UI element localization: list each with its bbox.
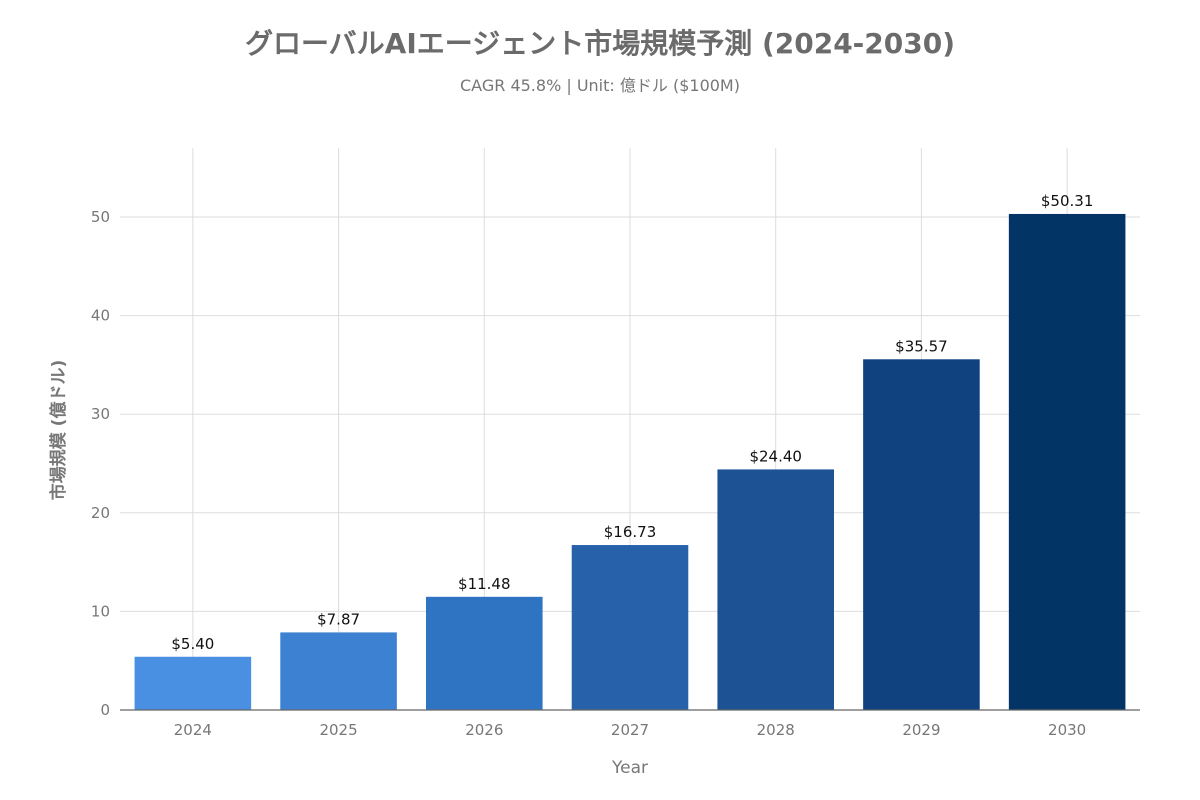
- bar: [1008, 213, 1126, 710]
- y-tick-label: 0: [100, 701, 110, 719]
- x-tick-label: 2025: [319, 721, 357, 739]
- bar: [134, 656, 252, 710]
- bar: [863, 359, 980, 710]
- data-label: $35.57: [895, 337, 948, 355]
- y-tick-label: 10: [91, 602, 110, 620]
- data-label: $50.31: [1041, 192, 1094, 210]
- bars: [134, 213, 1126, 710]
- data-label: $5.40: [171, 635, 214, 653]
- y-tick-label: 40: [91, 307, 110, 325]
- data-label: $7.87: [317, 610, 360, 628]
- y-tick-label: 20: [91, 504, 110, 522]
- x-tick-label: 2024: [174, 721, 212, 739]
- bar: [426, 596, 543, 710]
- y-tick-label: 30: [91, 405, 110, 423]
- x-tick-label: 2027: [611, 721, 649, 739]
- x-tick-label: 2029: [902, 721, 940, 739]
- data-labels: $5.40 $7.87 $11.48 $16.73 $24.40 $35.57 $50.31: [171, 192, 1093, 653]
- x-tick-label: 2028: [757, 721, 795, 739]
- bar: [717, 469, 834, 710]
- chart-title: グローバルAIエージェント市場規模予測 (2024-2030): [244, 27, 956, 60]
- y-tick-label: 50: [91, 208, 110, 226]
- y-axis-label: 市場規模 (億ドル): [48, 360, 69, 500]
- chart-subtitle: CAGR 45.8% | Unit: 億ドル ($100M): [460, 76, 740, 95]
- bar: [571, 545, 689, 710]
- x-axis-label: Year: [611, 758, 648, 778]
- x-tick-label: 2030: [1048, 721, 1086, 739]
- data-label: $11.48: [458, 575, 511, 593]
- x-tick-label: 2026: [465, 721, 503, 739]
- data-label: $16.73: [604, 523, 657, 541]
- data-label: $24.40: [749, 447, 802, 465]
- bar: [280, 632, 397, 710]
